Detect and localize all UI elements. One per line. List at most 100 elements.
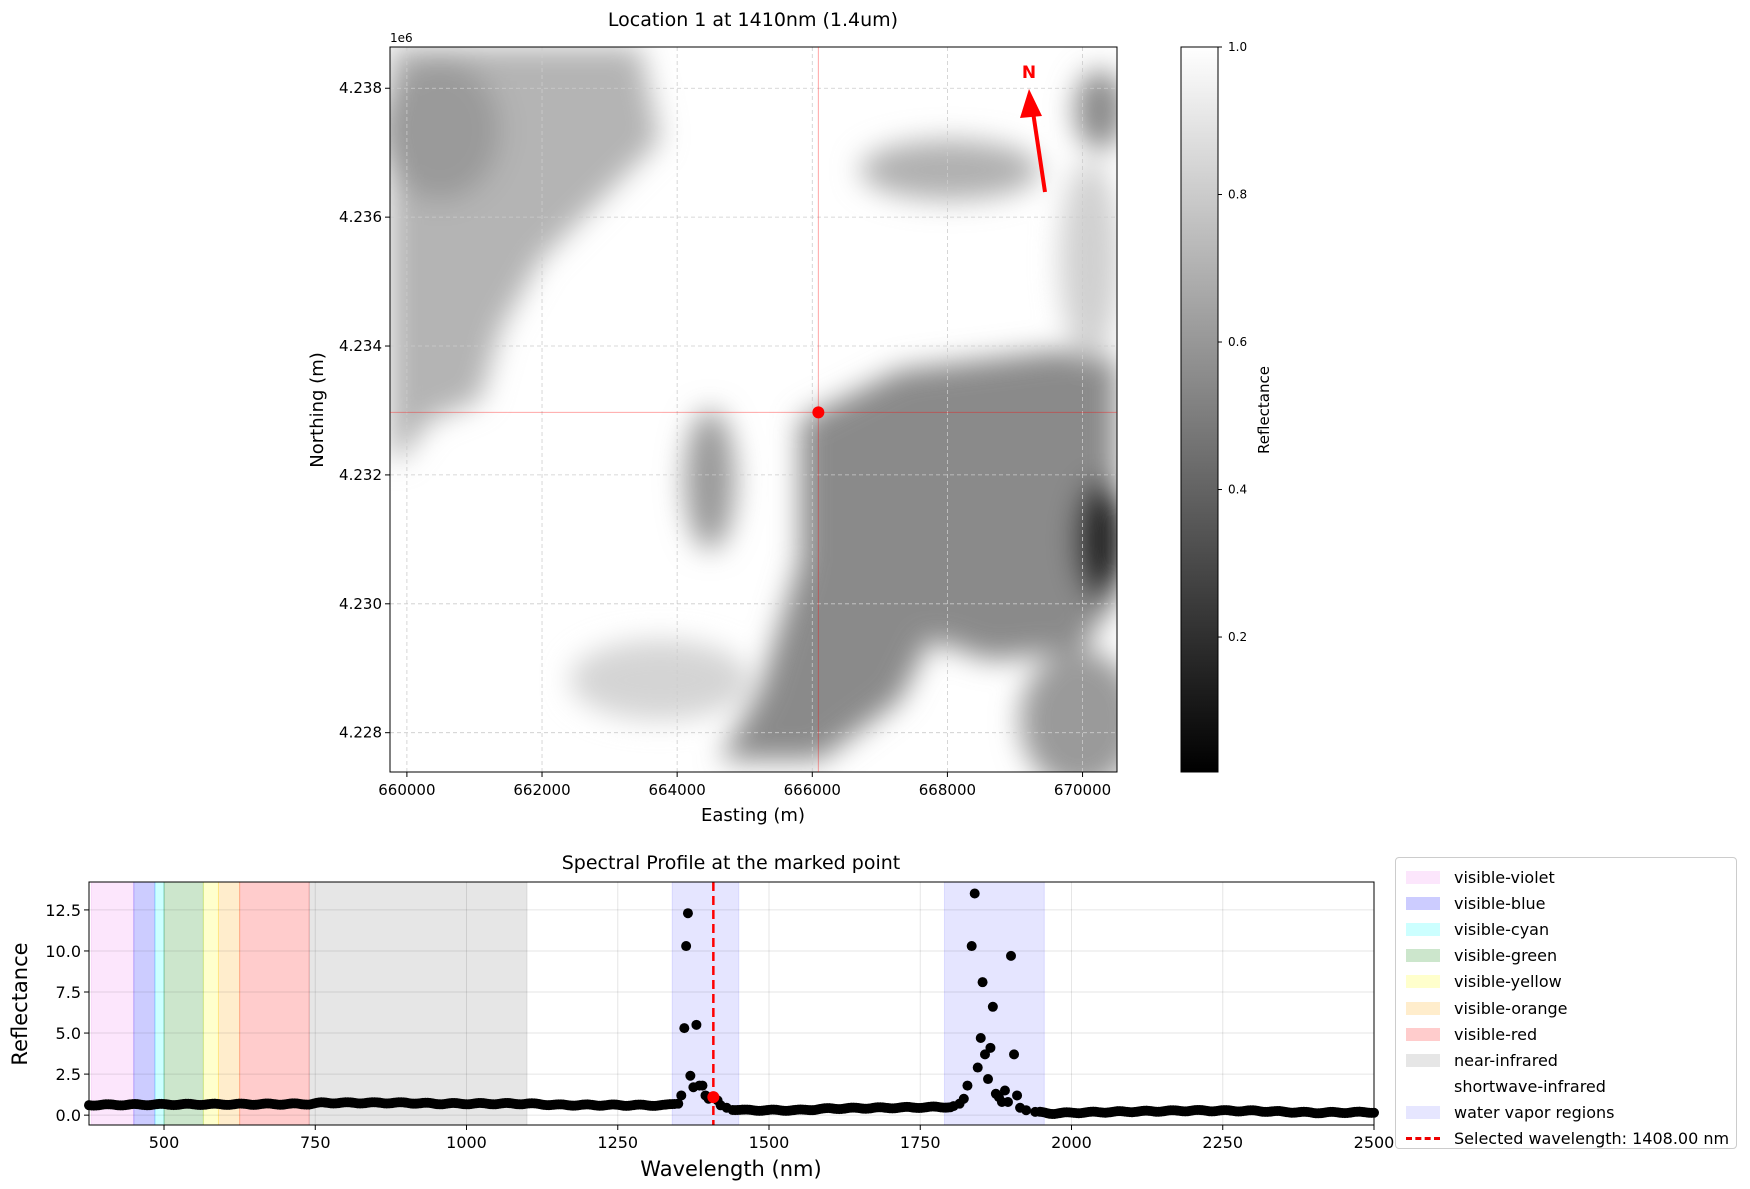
spectral-point	[721, 1102, 732, 1113]
cloud-top-right-corner	[1075, 70, 1117, 150]
legend-label: Selected wavelength: 1408.00 nm	[1454, 1129, 1730, 1149]
spectral-point	[966, 941, 977, 952]
map-y-offset-label: 1e6	[390, 31, 413, 45]
spectral-xlabel: Wavelength (nm)	[640, 1157, 821, 1181]
legend-item: visible-blue	[1406, 890, 1736, 916]
cloud-lower-right	[720, 350, 1117, 760]
spectral-points	[84, 888, 1379, 1120]
spectral-point	[1002, 1097, 1013, 1108]
map-ylabel: Northing (m)	[307, 352, 328, 467]
map-xtick-label: 662000	[513, 781, 570, 799]
map-title: Location 1 at 1410nm (1.4um)	[608, 9, 898, 31]
spectral-xtick-label: 1250	[597, 1133, 638, 1152]
spectral-point	[691, 1019, 702, 1030]
legend-item: near-infrared	[1406, 1047, 1736, 1073]
marked-point-crosshair	[390, 47, 1117, 772]
spectral-ytick-label: 0.0	[56, 1106, 81, 1125]
band-near-infrared	[308, 881, 528, 1126]
band-visible-cyan	[154, 881, 165, 1126]
legend-label: water vapor regions	[1454, 1103, 1615, 1123]
colorbar-label: Reflectance	[1255, 366, 1273, 454]
map-xtick-label: 664000	[649, 781, 706, 799]
band-visible-orange	[217, 881, 241, 1126]
cloud-dark-right	[1075, 480, 1117, 600]
colorbar-tick-label: 0.2	[1228, 630, 1247, 644]
cloud-streak-center	[685, 410, 735, 550]
spectral-point	[962, 1080, 973, 1091]
legend-item: water vapor regions	[1406, 1100, 1736, 1126]
legend-item: visible-red	[1406, 1021, 1736, 1047]
north-arrow-label: N	[1022, 63, 1036, 83]
map-ticks: 660000 662000 664000 666000 668000 670000 4.22…	[339, 79, 1111, 799]
legend-item: visible-yellow	[1406, 969, 1736, 995]
spectral-point	[985, 1042, 996, 1053]
colorbar	[1180, 46, 1219, 773]
spectral-xtick-label: 1750	[900, 1133, 941, 1152]
colorbar-tick-label: 1.0	[1228, 40, 1247, 54]
map-raster	[390, 47, 1117, 772]
colorbar-ticks: 0.2 0.4 0.6 0.8 1.0	[1218, 40, 1247, 644]
legend-label: visible-cyan	[1454, 919, 1550, 939]
cloud-top-right	[860, 140, 1040, 200]
band-visible-red	[239, 881, 310, 1126]
legend-swatch	[1406, 1001, 1440, 1015]
spectral-point	[1006, 950, 1017, 961]
legend-label: shortwave-infrared	[1454, 1077, 1606, 1097]
spectral-xtick-label: 750	[300, 1133, 331, 1152]
legend-item: visible-violet	[1406, 864, 1736, 890]
legend-label: visible-violet	[1454, 867, 1555, 887]
spectral-point	[676, 1090, 687, 1101]
spectral-point	[987, 1001, 998, 1012]
legend-label: visible-blue	[1454, 893, 1546, 913]
spectral-point	[999, 1085, 1010, 1096]
north-arrow: N	[1020, 63, 1047, 193]
map-ytick-label: 4.232	[339, 466, 382, 484]
map-ytick-label: 4.228	[339, 724, 382, 742]
spectral-point	[1030, 1106, 1041, 1117]
spectral-ytick-label: 5.0	[56, 1024, 81, 1043]
legend-item: visible-cyan	[1406, 916, 1736, 942]
spectral-point	[969, 888, 980, 899]
spectral-ytick-label: 2.5	[56, 1065, 81, 1084]
legend-swatch	[1406, 949, 1440, 963]
legend-label: near-infrared	[1454, 1050, 1558, 1070]
selected-wavelength	[707, 882, 720, 1125]
map-ytick-label: 4.234	[339, 337, 382, 355]
legend-swatch	[1406, 870, 1440, 884]
selected-wavelength-point	[707, 1091, 720, 1104]
spectral-title: Spectral Profile at the marked point	[562, 852, 900, 874]
map-grid	[390, 47, 1117, 772]
map-ytick-label: 4.230	[339, 595, 382, 613]
colorbar-tick-label: 0.4	[1228, 483, 1247, 497]
spectral-bands	[90, 881, 1045, 1126]
north-arrow-shaft	[1031, 111, 1047, 193]
legend-swatch	[1406, 975, 1440, 989]
legend-item: visible-green	[1406, 943, 1736, 969]
spectral-ylabel: Reflectance	[8, 942, 32, 1065]
spectral-axes-frame	[88, 881, 1375, 1126]
spectral-point	[958, 1093, 969, 1104]
legend-swatch	[1406, 922, 1440, 936]
spectral-point	[1021, 1105, 1032, 1116]
spectral-xtick-label: 2500	[1354, 1133, 1395, 1152]
marked-point	[812, 406, 825, 419]
map-ytick-label: 4.236	[339, 208, 382, 226]
spectral-xtick-label: 1500	[749, 1133, 790, 1152]
spectral-ytick-label: 12.5	[45, 901, 81, 920]
north-arrow-head	[1020, 89, 1042, 118]
legend-swatch	[1406, 1027, 1440, 1041]
legend-label: visible-green	[1454, 946, 1558, 966]
spectral-xtick-label: 500	[149, 1133, 180, 1152]
spectral-xtick-label: 2250	[1202, 1133, 1243, 1152]
legend-swatch	[1406, 1106, 1440, 1120]
map-xtick-label: 668000	[919, 781, 976, 799]
spectral-point	[682, 908, 693, 919]
band-visible-yellow	[202, 881, 219, 1126]
spectral-point	[979, 1049, 990, 1060]
legend-item: visible-orange	[1406, 995, 1736, 1021]
band-visible-green	[163, 881, 204, 1126]
legend-swatch	[1406, 1053, 1440, 1067]
map-xlabel: Easting (m)	[701, 805, 805, 826]
spectral-point	[679, 1023, 690, 1034]
cloud-bottom-right	[1020, 650, 1117, 772]
